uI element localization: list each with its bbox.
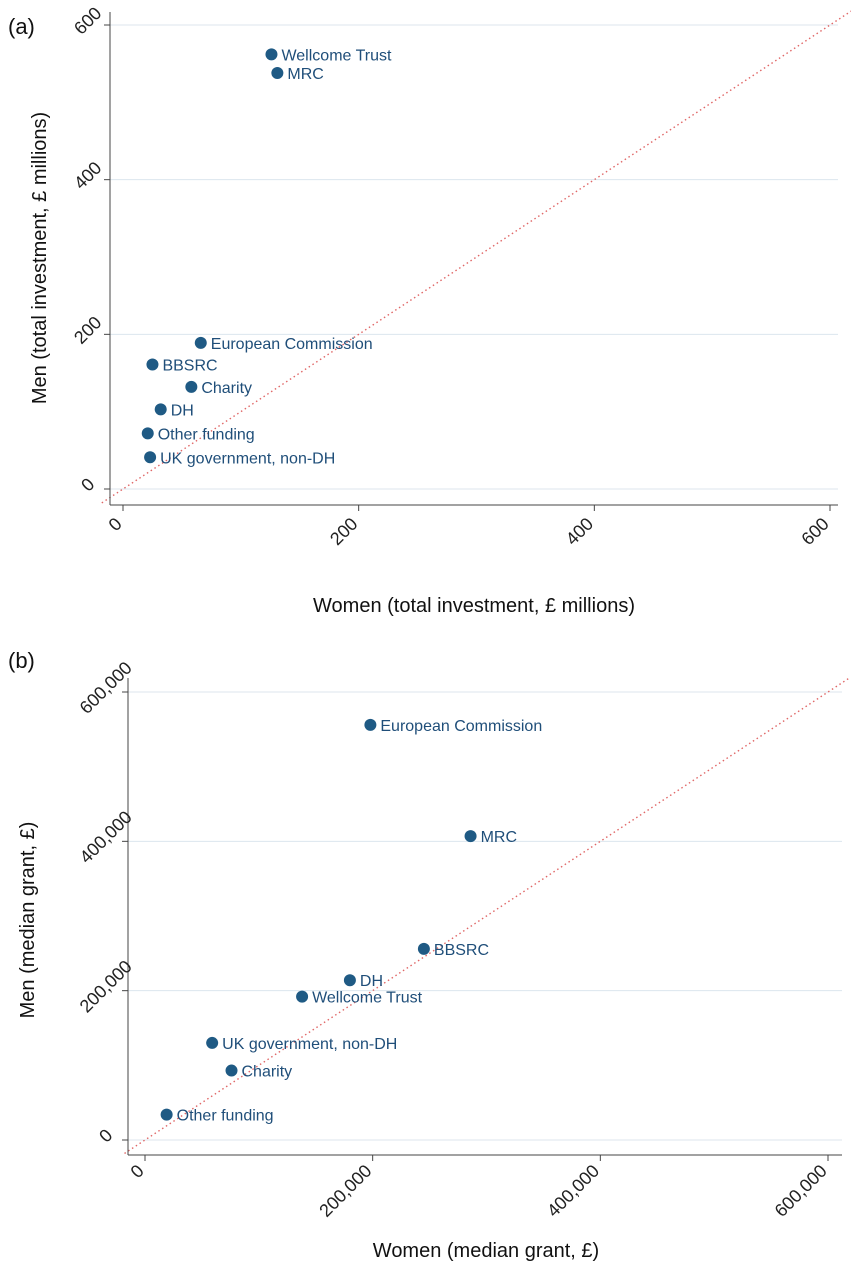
scatter-panel-b: (b) 0 200,000 400,000 600,000 0 200,000 400,000… [8, 648, 849, 1262]
data-point-label: European Commission [211, 336, 373, 353]
data-point [146, 358, 159, 371]
y-axis-title: Men (total investment, £ millions) [29, 112, 51, 404]
data-point-label: DH [171, 402, 194, 419]
data-point [271, 66, 284, 79]
x-tick-label: 0 [127, 1161, 148, 1182]
data-point [154, 403, 167, 416]
y-tick-label: 400 [70, 158, 105, 193]
data-point [296, 990, 309, 1003]
y-tick-label: 400,000 [76, 807, 136, 867]
reference-line [101, 10, 851, 504]
data-point [364, 718, 377, 731]
x-tick-label: 200 [326, 514, 361, 549]
y-axis-title: Men (median grant, £) [17, 822, 39, 1019]
y-tick-label: 0 [95, 1125, 116, 1146]
x-tick-label: 400,000 [543, 1161, 603, 1221]
y-tick-label: 600 [70, 3, 105, 38]
data-point-label: Other funding [177, 1108, 274, 1125]
x-axis-title: Women (median grant, £) [373, 1240, 599, 1262]
data-point [144, 451, 157, 464]
data-point [206, 1036, 219, 1049]
x-tick-label: 200,000 [315, 1161, 375, 1221]
y-tick-label: 0 [77, 474, 98, 495]
y-tick-label: 200 [70, 312, 105, 347]
data-point [141, 427, 154, 440]
data-point [194, 336, 207, 349]
reference-line [124, 677, 849, 1155]
data-point-label: UK government, non-DH [160, 450, 335, 467]
x-tick-label: 600,000 [771, 1161, 831, 1221]
data-point [265, 48, 278, 61]
data-point-label: MRC [287, 66, 323, 83]
data-point [464, 830, 477, 843]
data-point-label: Other funding [158, 426, 255, 443]
data-point-label: UK government, non-DH [222, 1036, 397, 1053]
data-point [343, 974, 356, 987]
data-point-label: BBSRC [162, 357, 217, 374]
y-tick-label: 600,000 [76, 658, 136, 718]
data-point [417, 942, 430, 955]
data-point [160, 1108, 173, 1121]
x-tick-label: 400 [562, 514, 597, 549]
data-point-label: Charity [242, 1064, 293, 1081]
x-axis-title: Women (total investment, £ millions) [313, 595, 635, 617]
data-point-label: Wellcome Trust [312, 990, 423, 1007]
data-point-label: MRC [481, 829, 517, 846]
panel-label: (b) [8, 648, 35, 673]
data-point-label: Wellcome Trust [281, 47, 392, 64]
data-point-label: Charity [201, 380, 252, 397]
x-tick-label: 0 [105, 514, 126, 535]
data-point-label: BBSRC [434, 942, 489, 959]
data-point-label: DH [360, 973, 383, 990]
data-point [225, 1064, 238, 1077]
data-point [185, 380, 198, 393]
data-point-label: European Commission [380, 718, 542, 735]
x-tick-label: 600 [797, 514, 832, 549]
scatter-panel-a: (a) 0 200 400 600 0 200 400 600 Women (total inve… [8, 3, 851, 617]
y-tick-label: 200,000 [76, 956, 136, 1016]
panel-label: (a) [8, 14, 35, 39]
